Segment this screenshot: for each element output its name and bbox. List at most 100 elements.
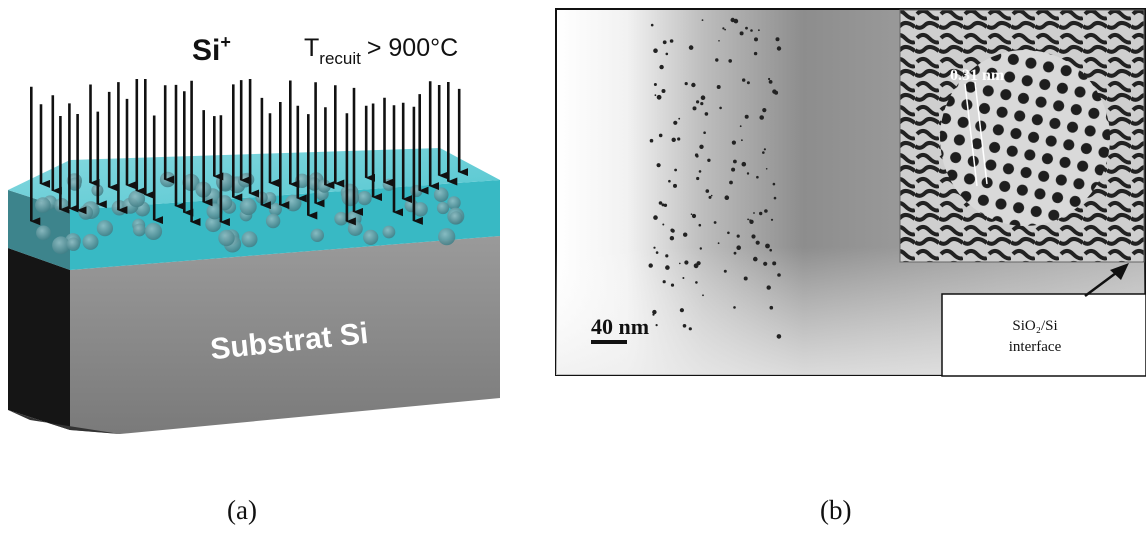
tem-dot (665, 52, 669, 56)
tem-dot (758, 29, 760, 32)
tem-dot (658, 201, 663, 205)
interface-pointer-line (1084, 268, 1121, 298)
tem-dot (753, 51, 758, 56)
nanocrystal (36, 225, 51, 241)
substrate-left-face (8, 248, 70, 430)
tem-dot (747, 218, 749, 221)
nanocrystal (35, 197, 51, 213)
tem-dot (698, 223, 702, 227)
tem-dot (772, 182, 776, 186)
tem-dot (673, 120, 678, 125)
tem-dot (729, 180, 733, 185)
tem-dot (695, 281, 698, 284)
tem-image-svg: 0.31 nm 40 nm SiO₂/Si interface (555, 8, 1146, 377)
tem-dot (690, 213, 693, 215)
tem-dot (713, 221, 717, 224)
tem-dot (669, 236, 675, 241)
nanocrystal (96, 220, 113, 237)
tem-dot (699, 247, 702, 250)
tem-micrograph: 0.31 nm 40 nm SiO₂/Si interface (555, 8, 1146, 378)
tem-dot (656, 94, 662, 100)
tem-dot (762, 151, 765, 154)
tem-dot (649, 138, 654, 143)
ion-label: Si+ (192, 32, 231, 67)
nanocrystal (265, 213, 281, 229)
tem-dot (654, 94, 657, 97)
tem-dot (733, 18, 739, 24)
nanocrystal (133, 223, 146, 237)
tem-dot (670, 228, 674, 233)
tem-dot (736, 234, 740, 238)
tem-dot (741, 139, 743, 142)
nanocrystal (268, 202, 282, 216)
nanocrystal (334, 211, 348, 226)
tem-dot (749, 219, 751, 222)
nanocrystal (357, 191, 372, 206)
tem-dot (746, 81, 750, 85)
tem-dot (750, 29, 753, 32)
tem-dot (682, 277, 685, 279)
interface-label-box (941, 293, 1146, 377)
nanocrystal-dots (648, 17, 782, 339)
substrate-front-face (70, 236, 500, 434)
nanocrystal (382, 225, 396, 239)
nanocrystal (341, 188, 360, 207)
nanocrystal (413, 202, 428, 217)
tem-dot (759, 211, 763, 216)
tem-dot (650, 23, 654, 27)
tem-dot (763, 261, 768, 266)
tem-dot (769, 248, 772, 252)
nanocrystal (66, 237, 81, 251)
tem-dot (741, 161, 747, 167)
tem-dot (768, 80, 773, 84)
tem-dot (722, 27, 725, 30)
tem-dot (691, 82, 696, 88)
tem-dot (661, 89, 666, 93)
tem-dot (670, 283, 675, 287)
tem-dot (662, 40, 667, 45)
tem-dot (662, 223, 665, 226)
tem-dot (665, 254, 669, 258)
tem-dot (723, 269, 727, 273)
tem-dot (707, 158, 711, 162)
tem-dot (776, 46, 782, 51)
tem-dot (777, 273, 781, 277)
tem-dot (731, 167, 736, 172)
tem-dot (716, 85, 721, 89)
nanocrystal (218, 229, 235, 247)
tem-dot (688, 45, 694, 50)
tem-dot (652, 313, 655, 316)
caption-b: (b) (820, 495, 852, 525)
tem-dot (665, 265, 670, 270)
tem-dot (739, 125, 742, 128)
nanocrystal (449, 211, 463, 225)
tem-dot (653, 48, 658, 53)
tem-dot (700, 102, 704, 106)
lattice-spacing-label: 0.31 nm (950, 67, 1005, 84)
nanocrystal (78, 205, 94, 220)
tem-dot (684, 260, 689, 265)
tem-dot (695, 154, 699, 158)
nanocrystal (239, 198, 257, 216)
tem-dot (742, 78, 746, 82)
tem-dot (659, 64, 664, 70)
tem-dot (662, 280, 666, 284)
tem-dot (691, 213, 697, 219)
tem-dot (744, 114, 749, 119)
tem-dot (668, 179, 671, 183)
nanocrystal (307, 177, 321, 191)
tem-dot (724, 28, 726, 31)
nanocrystal (310, 228, 324, 242)
tem-dot (698, 170, 702, 173)
nanocrystal (438, 228, 456, 246)
nanocrystal (205, 216, 222, 233)
anneal-temperature-label: Trecuit > 900°C (304, 34, 458, 68)
nanocrystal (52, 236, 70, 255)
interface-label-line1: SiO₂/Si (1012, 318, 1057, 334)
tem-dot (648, 263, 653, 268)
tem-dot (700, 95, 706, 100)
tem-dot (683, 232, 688, 237)
tem-dot (743, 276, 748, 281)
tem-dot (733, 306, 736, 309)
tem-dot (679, 262, 681, 265)
